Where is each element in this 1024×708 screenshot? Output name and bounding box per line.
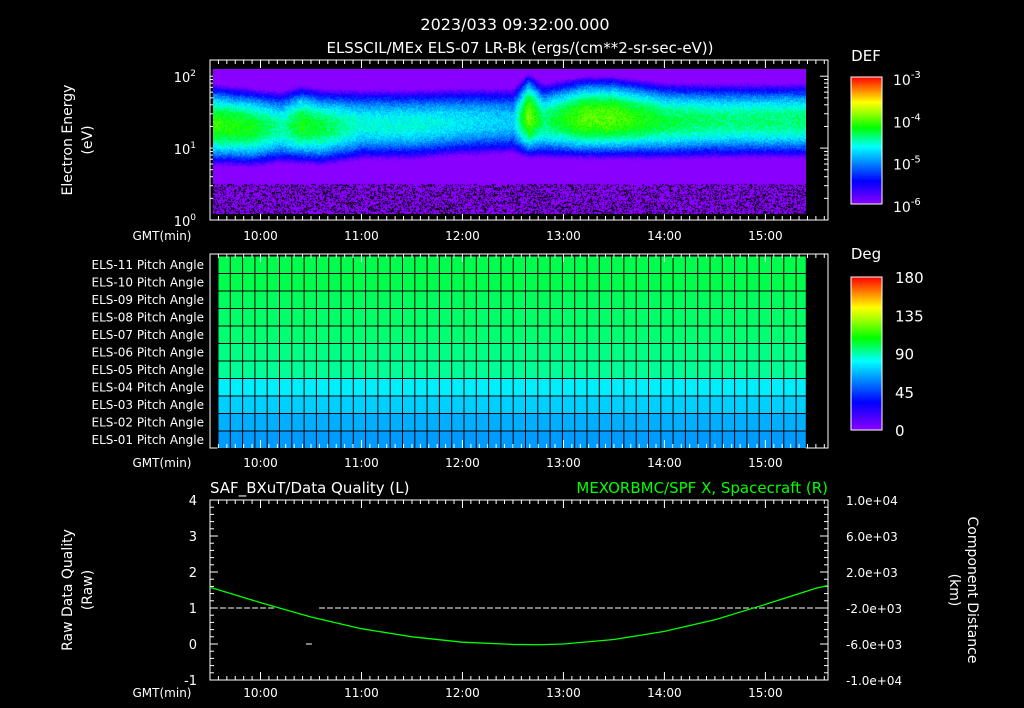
x-tick-label: 14:00	[647, 456, 682, 470]
panel-title: ELSSCIL/MEx ELS-07 LR-Bk (ergs/(cm**2-sr…	[326, 39, 713, 57]
x-tick-label: 13:00	[546, 456, 581, 470]
colorbar-tick-label: 10-6	[893, 197, 921, 216]
left-axis-label: Raw Data Quality	[60, 529, 76, 651]
pitch-row-label: ELS-05 Pitch Angle	[92, 363, 204, 377]
x-tick-label: 12:00	[445, 456, 480, 470]
colorbar-tick-label: 10-4	[893, 112, 921, 131]
y-tick-label: 102	[174, 69, 196, 86]
pitch-row	[218, 431, 806, 449]
left-axis-unit: (Raw)	[80, 570, 96, 610]
spectrogram-image	[213, 69, 806, 214]
quality-panel: SAF_BXuT/Data Quality (L) MEXORBMC/SPF X…	[60, 479, 980, 700]
pitch-row	[218, 291, 806, 309]
right-axis-label: Component Distance	[964, 517, 980, 664]
left-tick-label: -1	[184, 674, 197, 689]
left-tick-label: 4	[189, 494, 197, 509]
y-axis-unit: (eV)	[80, 125, 96, 154]
right-axis-unit: (km)	[946, 574, 962, 607]
pitch-row	[218, 256, 806, 274]
x-axis-label: GMT(min)	[133, 686, 192, 700]
right-tick-label: 1.0e+04	[846, 494, 898, 508]
right-series-title: MEXORBMC/SPF X, Spacecraft (R)	[576, 479, 828, 497]
pitch-row-label: ELS-09 Pitch Angle	[92, 293, 204, 307]
colorbar-tick-label: 45	[895, 384, 914, 402]
pitch-row	[218, 273, 806, 291]
pitch-row-label: ELS-07 Pitch Angle	[92, 328, 204, 342]
y-axis-label: Electron Energy	[60, 85, 76, 196]
pitch-row-label: ELS-01 Pitch Angle	[92, 433, 204, 447]
x-tick-label: 11:00	[344, 456, 379, 470]
colorbar-tick-label: 180	[895, 269, 924, 287]
x-tick-label: 15:00	[748, 229, 783, 243]
x-tick-label: 10:00	[243, 229, 278, 243]
spf-x-line	[209, 584, 829, 646]
colorbar-tick-label: 90	[895, 346, 914, 364]
x-tick-label: 13:00	[546, 686, 581, 700]
left-tick-label: 3	[189, 530, 197, 545]
pitch-row	[218, 396, 806, 414]
colorbar-tick-label: 135	[895, 307, 924, 325]
def-colorbar	[850, 76, 883, 205]
pitch-row	[218, 308, 806, 326]
colorbar-tick-label: 10-3	[893, 70, 921, 89]
pitch-row-label: ELS-10 Pitch Angle	[92, 276, 204, 290]
pitch-row-label: ELS-03 Pitch Angle	[92, 398, 204, 412]
pitch-row	[218, 343, 806, 361]
quality-frame	[209, 499, 829, 681]
right-tick-label: 6.0e+03	[846, 530, 898, 544]
pitch-row-label: ELS-08 Pitch Angle	[92, 311, 204, 325]
pitch-row	[218, 378, 806, 396]
x-tick-label: 11:00	[344, 229, 379, 243]
x-tick-label: 12:00	[445, 686, 480, 700]
spectrogram-frame	[209, 59, 829, 221]
colorbar-tick-label: 10-5	[893, 155, 921, 174]
pitch-row	[218, 361, 806, 379]
y-tick-label: 101	[174, 141, 196, 158]
y-tick-label: 100	[174, 213, 197, 230]
x-tick-label: 15:00	[748, 686, 783, 700]
pitch-row	[218, 326, 806, 344]
x-tick-label: 12:00	[445, 229, 480, 243]
right-tick-label: -1.0e+04	[846, 674, 902, 688]
left-tick-label: 1	[189, 602, 197, 617]
colorbar-label: DEF	[851, 47, 881, 65]
pitch-row	[218, 413, 806, 431]
pitch-row-label: ELS-02 Pitch Angle	[92, 416, 204, 430]
left-tick-label: 0	[189, 638, 197, 653]
colorbar-label: Deg	[851, 245, 881, 263]
left-series-title: SAF_BXuT/Data Quality (L)	[210, 479, 410, 498]
x-tick-label: 13:00	[546, 229, 581, 243]
x-tick-label: 14:00	[647, 229, 682, 243]
x-tick-label: 15:00	[748, 456, 783, 470]
right-tick-label: 2.0e+03	[846, 566, 898, 580]
x-axis-label: GMT(min)	[133, 456, 192, 470]
right-tick-label: -6.0e+03	[846, 638, 902, 652]
x-axis-label: GMT(min)	[133, 229, 192, 243]
colorbar-tick-label: 0	[895, 422, 905, 440]
deg-colorbar	[850, 276, 883, 431]
x-tick-label: 10:00	[243, 686, 278, 700]
x-tick-label: 10:00	[243, 456, 278, 470]
pitch-row-label: ELS-06 Pitch Angle	[92, 346, 204, 360]
left-tick-label: 2	[189, 566, 197, 581]
timestamp: 2023/033 09:32:00.000	[420, 15, 609, 34]
pitch-angle-panel: ELS-11 Pitch Angle ELS-10 Pitch Angle ELS-…	[92, 245, 924, 470]
x-tick-label: 14:00	[647, 686, 682, 700]
pitch-row-label: ELS-11 Pitch Angle	[92, 258, 204, 272]
pitch-row-label: ELS-04 Pitch Angle	[92, 381, 204, 395]
right-tick-label: -2.0e+03	[846, 602, 902, 616]
x-tick-label: 11:00	[344, 686, 379, 700]
